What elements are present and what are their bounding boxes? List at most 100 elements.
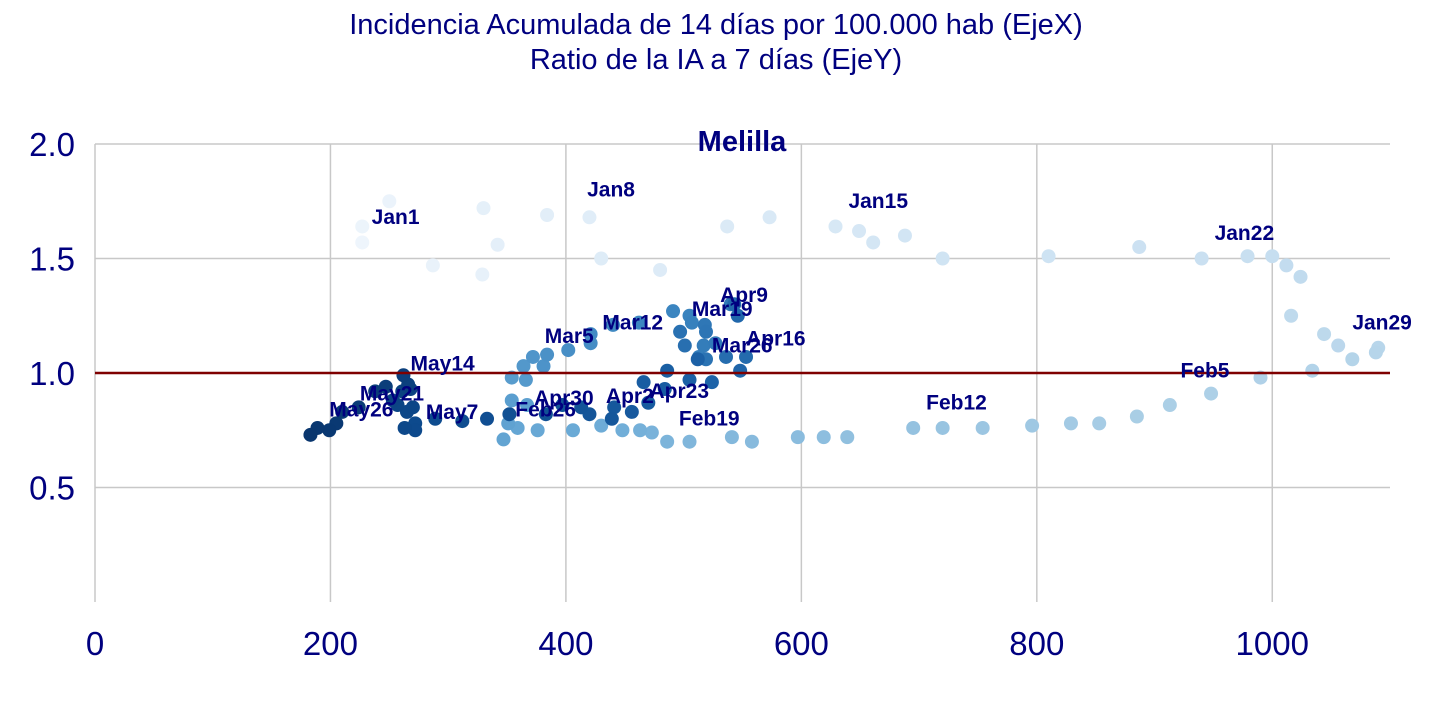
- data-point: [536, 359, 551, 374]
- data-point: [355, 219, 370, 234]
- data-point: [866, 235, 881, 250]
- data-point: [727, 297, 742, 312]
- data-point: [684, 315, 699, 330]
- data-point: [790, 430, 805, 445]
- data-point: [480, 411, 495, 426]
- data-point: [1194, 251, 1209, 266]
- data-point: [975, 420, 990, 435]
- x-tick-label: 0: [86, 625, 104, 662]
- y-tick-label: 0.5: [29, 470, 75, 507]
- data-label: Jan8: [587, 179, 635, 202]
- data-label: May7: [426, 401, 479, 424]
- data-point: [516, 359, 531, 374]
- data-point: [555, 398, 570, 413]
- data-point: [525, 349, 540, 364]
- data-point: [396, 368, 411, 383]
- x-tick-label: 400: [538, 625, 593, 662]
- data-point: [682, 372, 697, 387]
- data-point: [657, 382, 672, 397]
- data-point: [540, 347, 555, 362]
- data-label: Mar5: [545, 325, 594, 348]
- data-point: [690, 352, 705, 367]
- data-point: [660, 363, 675, 378]
- data-point: [733, 363, 748, 378]
- data-point: [660, 434, 675, 449]
- data-point: [530, 423, 545, 438]
- data-point: [739, 349, 754, 364]
- data-point: [1041, 249, 1056, 264]
- data-point: [724, 430, 739, 445]
- data-point: [1284, 308, 1299, 323]
- data-point: [624, 404, 639, 419]
- data-label: Apr30: [534, 387, 594, 410]
- data-label: Apr16: [746, 328, 806, 351]
- data-point: [677, 338, 692, 353]
- data-point: [425, 258, 440, 273]
- data-point: [538, 407, 553, 422]
- data-point: [408, 423, 423, 438]
- data-label: Jan29: [1352, 311, 1412, 334]
- data-point: [1132, 240, 1147, 255]
- data-point: [475, 267, 490, 282]
- data-point: [682, 434, 697, 449]
- data-point: [828, 219, 843, 234]
- chart-title-line-1: Incidencia Acumulada de 14 días por 100.…: [349, 9, 1083, 41]
- data-point: [1092, 416, 1107, 431]
- data-point: [582, 210, 597, 225]
- data-label: Mar12: [602, 311, 663, 334]
- data-point: [303, 427, 318, 442]
- data-point: [1025, 418, 1040, 433]
- data-point: [561, 343, 576, 358]
- data-point: [615, 423, 630, 438]
- data-point: [504, 393, 519, 408]
- data-label: Apr2: [606, 385, 654, 408]
- data-point: [1063, 416, 1078, 431]
- data-label: Jan22: [1215, 222, 1275, 245]
- data-point: [1293, 269, 1308, 284]
- data-point: [704, 375, 719, 390]
- data-point: [699, 324, 714, 339]
- chart-title: Incidencia Acumulada de 14 días por 100.…: [0, 8, 1432, 78]
- data-point: [897, 228, 912, 243]
- data-label: May26: [329, 399, 393, 422]
- data-label: Feb26: [515, 399, 576, 422]
- data-label: Feb19: [679, 408, 740, 431]
- data-point: [490, 237, 505, 252]
- data-label: Feb5: [1180, 360, 1229, 383]
- data-label: Apr9: [720, 284, 768, 307]
- chart-title-line-2: Ratio de la IA a 7 días (EjeY): [529, 44, 903, 76]
- data-point: [355, 235, 370, 250]
- data-point: [816, 430, 831, 445]
- data-point: [606, 317, 620, 332]
- data-label: May14: [411, 353, 476, 376]
- data-labels: Jan1 Jan8 Jan15 Jan22 Jan29 Feb5 Feb12 Feb19 Feb…: [329, 179, 1412, 431]
- data-point: [708, 336, 723, 351]
- axis-tick-labels: 0 200 400 600 800 1000 0.5 1.0 1.5 2.0: [29, 126, 1309, 662]
- data-point: [1331, 338, 1346, 353]
- data-point: [696, 338, 711, 353]
- data-point: [322, 423, 337, 438]
- data-point: [351, 400, 366, 415]
- data-point: [397, 420, 412, 435]
- data-point: [1317, 327, 1332, 342]
- data-point: [1129, 409, 1144, 424]
- data-point: [496, 432, 511, 447]
- data-point: [653, 262, 668, 277]
- panel-title: Melilla: [698, 126, 788, 158]
- data-point: [1240, 249, 1255, 264]
- data-point: [1204, 386, 1219, 401]
- data-point: [644, 425, 659, 440]
- data-point: [594, 251, 609, 266]
- data-point: [840, 430, 855, 445]
- data-point: [518, 372, 533, 387]
- data-point: [719, 349, 734, 364]
- data-point: [762, 210, 777, 225]
- data-point: [1265, 249, 1280, 264]
- y-tick-label: 1.0: [29, 355, 75, 392]
- y-tick-label: 1.5: [29, 241, 75, 278]
- x-tick-label: 800: [1009, 625, 1064, 662]
- data-point: [636, 375, 651, 390]
- data-point: [720, 219, 735, 234]
- data-point: [935, 251, 950, 266]
